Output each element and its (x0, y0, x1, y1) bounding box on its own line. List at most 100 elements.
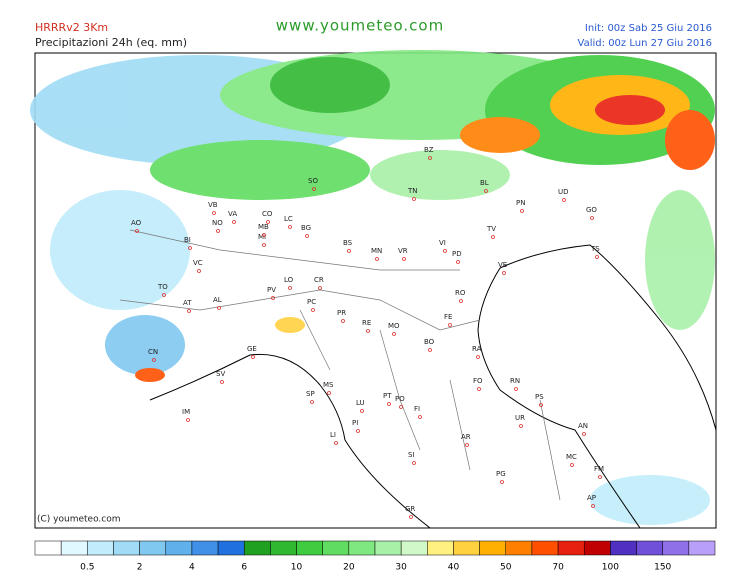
city-label: VI (439, 239, 446, 247)
city-dot (409, 515, 413, 519)
city-dot (590, 216, 594, 220)
city-dot (318, 286, 322, 290)
city-label: LC (284, 215, 293, 223)
city-label: PG (496, 470, 506, 478)
city-dot (399, 405, 403, 409)
city-label: PD (452, 250, 462, 258)
city-label: PV (267, 286, 276, 294)
legend-cell (60, 540, 88, 556)
city-label: BG (301, 224, 311, 232)
legend-cell (479, 540, 507, 556)
city-dot (212, 211, 216, 215)
city-dot (347, 249, 351, 253)
legend-cell (34, 540, 62, 556)
legend-tick-label: 6 (241, 563, 247, 573)
legend-cell (453, 540, 480, 556)
city-dot (562, 198, 566, 202)
legend-tick-label: 150 (654, 563, 671, 573)
legend-cell (348, 540, 376, 556)
city-dot (305, 234, 309, 238)
city-label: MN (371, 247, 382, 255)
city-label: LI (330, 431, 336, 439)
city-dot (251, 355, 255, 359)
city-dot (341, 319, 345, 323)
city-dot (428, 156, 432, 160)
legend-cell (87, 540, 114, 556)
city-dot (539, 403, 543, 407)
legend-tick-label: 50 (500, 563, 512, 573)
city-dot (356, 429, 360, 433)
city-label: TO (157, 283, 168, 291)
city-label: PR (337, 309, 346, 317)
city-label: RE (362, 319, 371, 327)
city-label: SO (308, 177, 318, 185)
city-label: TV (486, 225, 496, 233)
city-dot (484, 189, 488, 193)
city-label: FI (414, 405, 420, 413)
city-label: NO (212, 219, 223, 227)
city-label: UD (558, 188, 569, 196)
city-label: PT (383, 392, 392, 400)
legend-cell (427, 540, 454, 556)
city-dot (412, 197, 416, 201)
legend-cell (322, 540, 350, 556)
city-dot (476, 355, 480, 359)
city-label: PS (535, 393, 544, 401)
city-label: RO (455, 289, 466, 297)
city-dot (519, 424, 523, 428)
legend-cell (243, 540, 271, 556)
city-label: MO (388, 322, 400, 330)
city-label: FO (473, 377, 483, 385)
site: www.youmeteo.com (276, 17, 444, 35)
legend: 0.5 2 4 6 10 20 30 40 50 70 100 150 (34, 540, 716, 573)
legend-tick-label: 30 (395, 563, 407, 573)
city-label: MC (566, 453, 577, 461)
city-dot (418, 415, 422, 419)
city-label: BS (343, 239, 353, 247)
city-dot (443, 249, 447, 253)
city-label: AP (587, 494, 596, 502)
city-label: CO (262, 210, 273, 218)
city-label: AT (183, 299, 192, 307)
city-dot (152, 358, 156, 362)
city-dot (162, 293, 166, 297)
city-label: TS (590, 245, 600, 253)
city-label: PC (307, 298, 316, 306)
city-dot (327, 391, 331, 395)
model: HRRRv2 3Km (35, 21, 108, 34)
city-label: BZ (424, 146, 434, 154)
city-label: MS (323, 381, 334, 389)
city-dot (312, 187, 316, 191)
city-label: GO (586, 206, 597, 214)
city-label: FM (594, 465, 604, 473)
legend-tick-label: 0.5 (80, 563, 94, 573)
city-dot (477, 387, 481, 391)
city-dot (135, 229, 139, 233)
legend-cell (505, 540, 533, 556)
city-dot (188, 246, 192, 250)
legend-cell (583, 540, 611, 556)
init: Init: 00z Sab 25 Giu 2016 (585, 23, 712, 34)
city-dot (387, 402, 391, 406)
city-dot (502, 271, 506, 275)
legend-cell (636, 540, 663, 556)
city-label: VR (398, 247, 408, 255)
city-dot (412, 461, 416, 465)
legend-cell (374, 540, 402, 556)
city-label: BO (424, 338, 435, 346)
city-label: RA (472, 345, 482, 353)
city-dot (465, 443, 469, 447)
legend-cell (662, 540, 690, 556)
city-dot (514, 387, 518, 391)
city-dot (375, 257, 379, 261)
city-dot (582, 432, 586, 436)
legend-tick-label: 20 (343, 563, 355, 573)
city-dot (402, 257, 406, 261)
city-label: CN (148, 348, 158, 356)
city-label: IM (182, 408, 190, 416)
city-dot (456, 260, 460, 264)
city-label: LU (356, 399, 365, 407)
city-dot (187, 309, 191, 313)
legend-cell (165, 540, 193, 556)
legend-tick-label: 40 (448, 563, 460, 573)
